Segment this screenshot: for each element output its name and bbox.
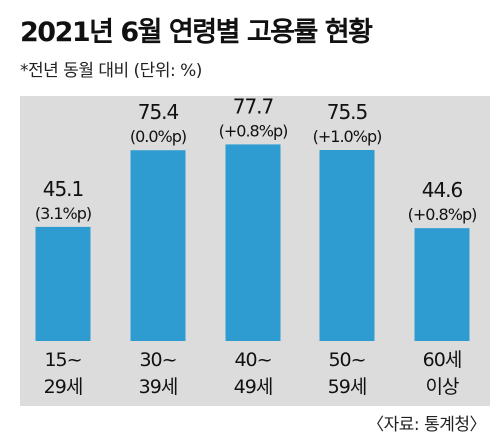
bar-1 [130,150,186,341]
category-label-1-0: 30~ [139,349,176,371]
category-label-1-1: 39세 [139,376,178,398]
change-label-4: (+0.8%p) [408,205,477,224]
bar-2 [225,144,281,341]
category-label-3-0: 50~ [328,349,365,371]
change-label-1: (0.0%p) [130,127,186,146]
category-label-4-0: 60세 [423,349,462,371]
category-label-0-0: 15~ [44,349,81,371]
change-label-0: (3.1%p) [35,204,91,223]
category-label-2-0: 40~ [234,349,271,371]
chart-subtitle: *전년 동월 대비 (단위: %) [20,61,202,81]
change-label-2: (+0.8%p) [219,121,288,140]
bar-3 [319,149,375,341]
value-label-0: 45.1 [43,177,84,201]
value-label-2: 77.7 [233,94,274,118]
category-label-4-1: 이상 [426,376,459,398]
source-note: 〈자료: 통계청〉 [367,415,486,435]
category-label-3-1: 59세 [328,376,367,398]
value-label-4: 44.6 [422,178,463,202]
category-label-0-1: 29세 [44,376,83,398]
value-label-3: 75.5 [327,100,368,124]
chart-title: 2021년 6월 연령별 고용률 현황 [20,17,373,48]
bar-4 [414,228,470,341]
bar-0 [35,226,91,341]
category-label-2-1: 49세 [234,376,273,398]
value-label-1: 75.4 [138,100,179,124]
change-label-3: (+1.0%p) [313,127,382,146]
